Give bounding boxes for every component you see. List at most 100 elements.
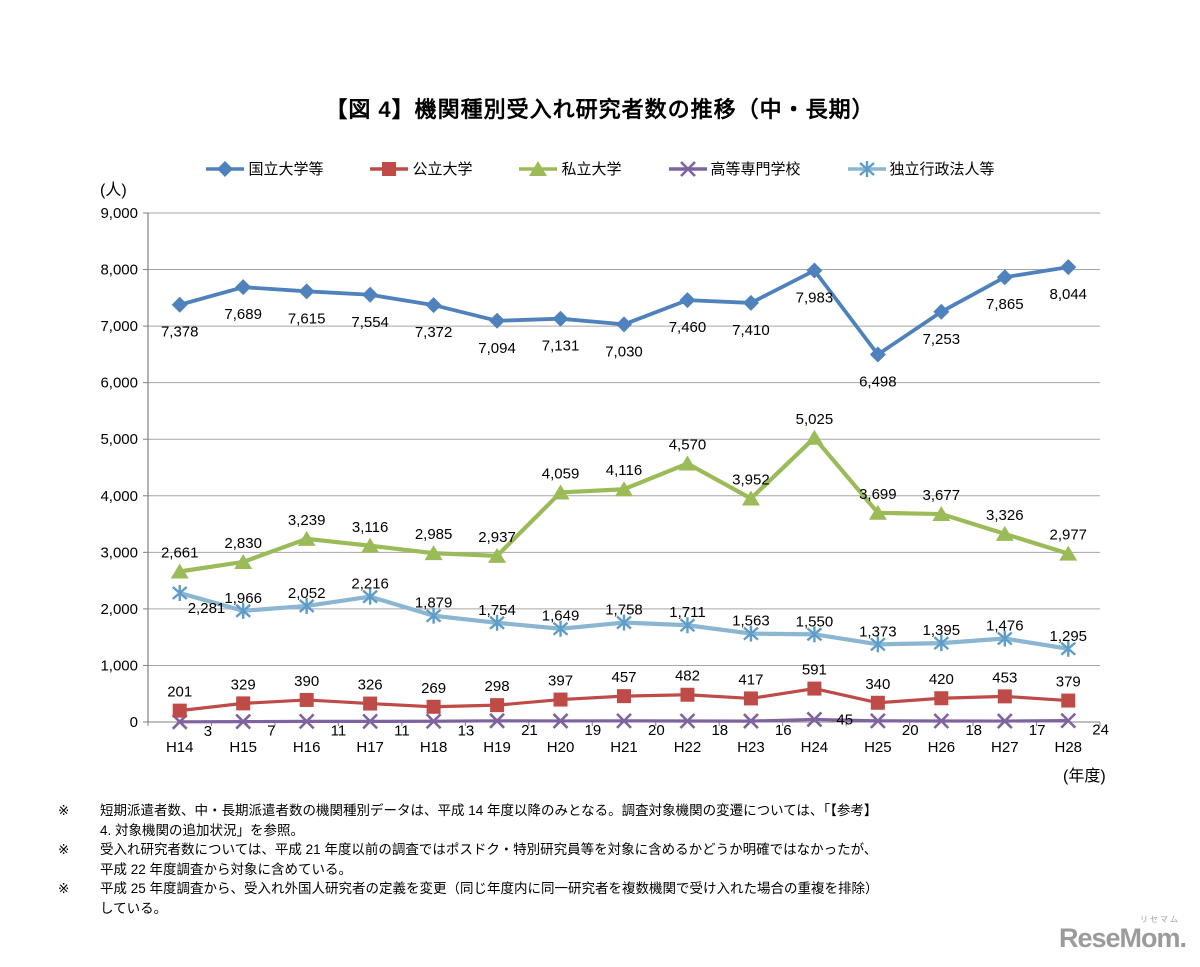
svg-text:H18: H18 — [420, 739, 448, 756]
diamond-marker-icon — [616, 316, 632, 333]
triangle-marker-icon — [170, 563, 189, 579]
svg-text:19: 19 — [585, 722, 602, 739]
svg-text:H16: H16 — [293, 739, 321, 756]
legend-item-public-universities: 公立大学 — [369, 158, 472, 179]
square-marker-icon — [997, 689, 1012, 704]
asterisk-marker-icon — [235, 602, 251, 619]
svg-text:7,131: 7,131 — [542, 338, 580, 355]
svg-text:379: 379 — [1056, 674, 1081, 691]
svg-text:H23: H23 — [737, 739, 765, 756]
footnote-bullet: ※ — [58, 881, 70, 896]
svg-text:7,865: 7,865 — [986, 296, 1024, 313]
x-marker-icon — [743, 713, 759, 730]
triangle-marker-icon — [615, 481, 633, 497]
diamond-marker-icon — [489, 312, 506, 329]
svg-text:7,253: 7,253 — [923, 331, 961, 348]
x-marker-icon — [869, 712, 886, 729]
svg-text:1,000: 1,000 — [100, 657, 138, 674]
svg-text:1,295: 1,295 — [1049, 628, 1087, 645]
diamond-marker-icon — [298, 283, 315, 300]
svg-text:7,378: 7,378 — [161, 324, 199, 341]
triangle-marker-icon — [741, 490, 760, 506]
svg-text:21: 21 — [521, 722, 538, 739]
svg-text:453: 453 — [992, 669, 1017, 686]
series-private-universities — [170, 429, 1078, 579]
svg-text:1,758: 1,758 — [605, 602, 643, 619]
svg-text:4,116: 4,116 — [606, 462, 642, 479]
diamond-marker-icon — [806, 262, 823, 279]
x-marker-icon — [933, 713, 950, 729]
triangle-marker-icon — [488, 547, 507, 563]
svg-text:H20: H20 — [547, 739, 575, 756]
series-labels-national-universities: 7,378 7,689 7,615 7,554 7,372 7,094 7,131 7,030… — [161, 286, 1087, 390]
footnote: ※ 平成 25 年度調査から、受入れ外国人研究者の定義を変更（同じ年度内に同一研究… — [58, 879, 1143, 918]
x-axis-unit-label: (年度) — [1063, 768, 1106, 785]
series-line-private-universities — [179, 435, 1069, 574]
asterisk-marker-icon — [1060, 640, 1077, 657]
svg-text:9,000: 9,000 — [100, 205, 138, 222]
x-axis-labels: H14 H15 H16 H17 H18 H19 H20 H21 H22 H23 H24 H25 H26 H… — [166, 739, 1082, 756]
diamond-marker-icon — [425, 297, 442, 314]
asterisk-marker-icon — [425, 607, 442, 624]
x-marker-icon — [298, 713, 315, 730]
svg-text:H17: H17 — [356, 739, 384, 756]
square-marker-icon — [172, 703, 187, 718]
legend-marker-x-icon — [668, 160, 707, 177]
svg-text:1,879: 1,879 — [415, 595, 453, 612]
svg-text:3,699: 3,699 — [859, 486, 897, 503]
svg-text:7,615: 7,615 — [288, 310, 326, 327]
svg-text:269: 269 — [421, 680, 446, 697]
diamond-marker-icon — [869, 346, 886, 363]
square-marker-icon — [426, 699, 441, 714]
svg-text:7,410: 7,410 — [732, 322, 770, 339]
footnote-text: 短期派遣者数、中・長期派遣者数の機関種別データは、平成 14 年度以降のみとなる… — [100, 803, 878, 838]
svg-text:1,649: 1,649 — [542, 608, 580, 625]
chart-title: 【図 4】機関種別受入れ研究者数の推移（中・長期） — [325, 97, 875, 122]
legend-marker-diamond-icon — [206, 160, 245, 177]
x-marker-icon — [616, 712, 632, 729]
svg-text:18: 18 — [965, 722, 982, 739]
svg-text:24: 24 — [1092, 722, 1109, 739]
legend-marker-asterisk-icon — [847, 160, 886, 177]
svg-text:11: 11 — [394, 722, 410, 739]
x-marker-icon — [362, 713, 379, 730]
series-labels-private-universities: 2,661 2,830 3,239 3,116 2,985 2,937 4,059 4,116… — [161, 411, 1087, 562]
svg-text:H25: H25 — [864, 739, 892, 756]
svg-text:H15: H15 — [229, 739, 257, 756]
asterisk-marker-icon — [858, 160, 875, 177]
svg-text:3,116: 3,116 — [352, 519, 388, 536]
legend-marker-triangle-icon — [519, 160, 558, 176]
x-marker-icon — [489, 712, 505, 729]
series-labels-public-universities: 201 329 390 326 269 298 397 457 482 417 591 340 420 4… — [167, 662, 1081, 701]
chart-legend: 国立大学等 公立大学 私立大学 高等専門学校 独立行政法人等 — [0, 158, 1200, 179]
square-marker-icon — [1061, 693, 1076, 708]
footnote: ※ 短期派遣者数、中・長期派遣者数の機関種別データは、平成 14 年度以降のみとな… — [58, 801, 1143, 840]
diamond-marker-icon — [217, 160, 234, 177]
svg-text:2,000: 2,000 — [100, 601, 138, 618]
svg-text:3,000: 3,000 — [100, 544, 138, 561]
legend-label: 私立大学 — [561, 161, 622, 178]
square-marker-icon — [680, 687, 695, 702]
svg-text:1,711: 1,711 — [669, 604, 705, 621]
svg-text:2,830: 2,830 — [224, 535, 262, 552]
svg-text:397: 397 — [548, 673, 573, 690]
square-marker-icon — [363, 696, 378, 711]
square-marker-icon — [807, 681, 822, 696]
series-national-universities — [171, 259, 1077, 363]
svg-text:201: 201 — [167, 684, 192, 701]
footnote-text: 受入れ研究者数については、平成 21 年度以前の調査ではポスドク・特別研究員等を… — [100, 842, 878, 877]
svg-text:20: 20 — [648, 722, 665, 739]
triangle-marker-icon — [932, 506, 951, 522]
svg-text:298: 298 — [485, 678, 510, 695]
svg-text:3,952: 3,952 — [732, 471, 770, 488]
diamond-marker-icon — [552, 310, 569, 327]
svg-text:7,689: 7,689 — [224, 306, 262, 323]
svg-text:18: 18 — [711, 722, 728, 739]
svg-text:20: 20 — [902, 722, 919, 739]
svg-text:7,983: 7,983 — [796, 290, 834, 307]
legend-label: 公立大学 — [412, 161, 473, 178]
svg-text:1,550: 1,550 — [796, 613, 834, 630]
series-labels-technical-colleges: 3 7 11 11 13 21 19 20 18 16 45 20 18 17 24 — [204, 711, 1109, 739]
svg-text:3,239: 3,239 — [288, 512, 326, 529]
